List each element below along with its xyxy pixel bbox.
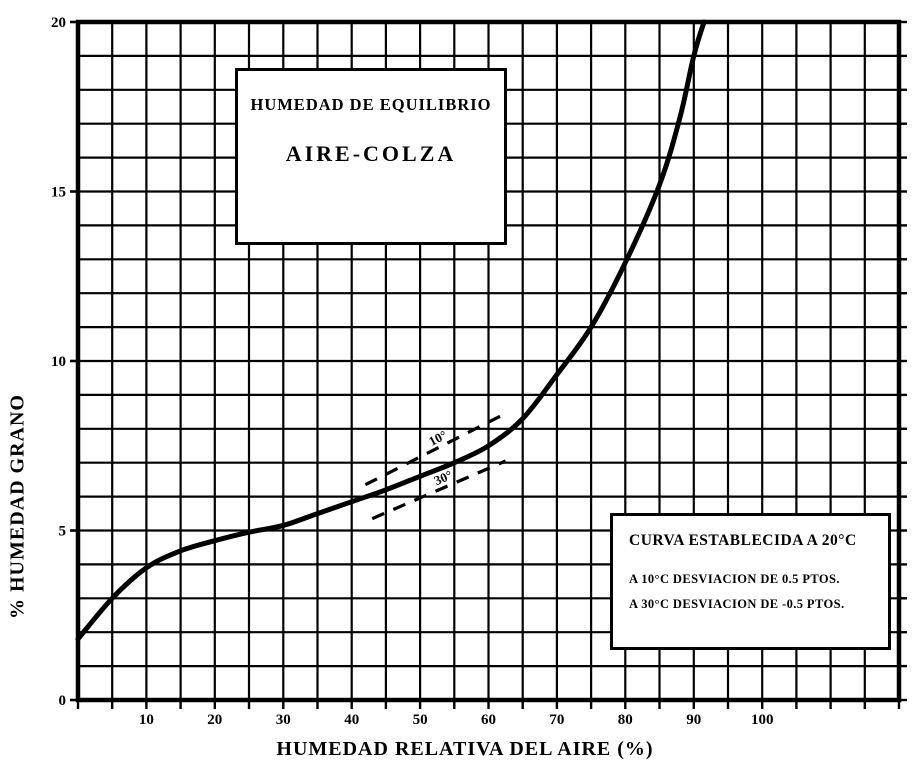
curve-note-box: CURVA ESTABLECIDA A 20°C A 10°C DESVIACI…: [610, 513, 891, 650]
deviation-line-label: 30°: [432, 467, 455, 488]
chart-title-box: HUMEDAD DE EQUILIBRIO AIRE-COLZA: [235, 68, 507, 245]
x-tick-label: 40: [344, 712, 359, 728]
deviation-dashed-line: [364, 413, 503, 487]
chart-title-line2: AIRE-COLZA: [285, 141, 457, 166]
note-line-2: A 30°C DESVIACION DE -0.5 PTOS.: [629, 597, 845, 611]
y-tick-label: 10: [51, 354, 66, 370]
note-title: CURVA ESTABLECIDA A 20°C: [629, 532, 857, 549]
x-tick-label: 80: [618, 712, 633, 728]
x-tick-label: 50: [413, 712, 428, 728]
y-tick-label: 15: [51, 185, 66, 201]
deviation-dashed-line: [371, 459, 507, 521]
x-tick-label: 70: [549, 712, 564, 728]
x-tick-label: 90: [686, 712, 701, 728]
deviation-line-label: 10°: [426, 427, 449, 449]
x-tick-label: 30: [276, 712, 291, 728]
equilibrium-curve: [75, 19, 707, 642]
note-line-1: A 10°C DESVIACION DE 0.5 PTOS.: [629, 572, 840, 586]
x-tick-label: 10: [139, 712, 154, 728]
y-tick-label: 20: [51, 15, 66, 31]
y-tick-label: 5: [59, 524, 67, 540]
y-axis-title: % HUMEDAD GRANO: [6, 394, 29, 619]
x-tick-label: 100: [751, 712, 774, 728]
chart-title-line1: HUMEDAD DE EQUILIBRIO: [250, 95, 492, 114]
x-tick-label: 20: [207, 712, 222, 728]
x-tick-label: 60: [481, 712, 496, 728]
plot-frame: [75, 19, 902, 703]
y-tick-label: 0: [59, 693, 67, 709]
x-axis-title: HUMEDAD RELATIVA DEL AIRE (%): [276, 738, 654, 760]
